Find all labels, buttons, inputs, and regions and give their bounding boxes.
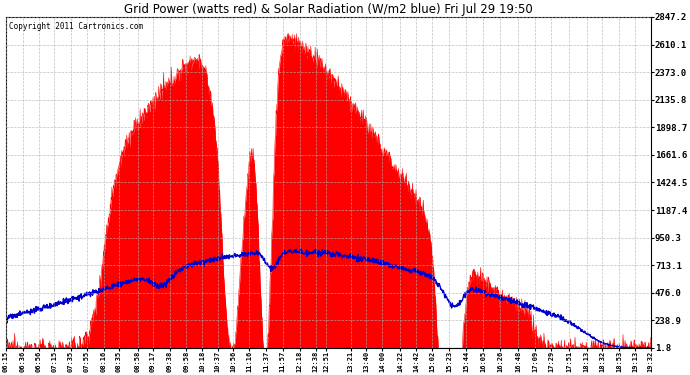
Text: Copyright 2011 Cartronics.com: Copyright 2011 Cartronics.com (9, 22, 143, 31)
Title: Grid Power (watts red) & Solar Radiation (W/m2 blue) Fri Jul 29 19:50: Grid Power (watts red) & Solar Radiation… (124, 3, 533, 16)
